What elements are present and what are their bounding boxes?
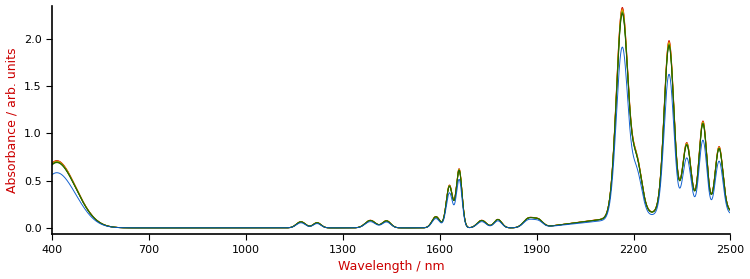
Y-axis label: Absorbance / arb. units: Absorbance / arb. units bbox=[5, 47, 19, 193]
X-axis label: Wavelength / nm: Wavelength / nm bbox=[338, 260, 445, 273]
